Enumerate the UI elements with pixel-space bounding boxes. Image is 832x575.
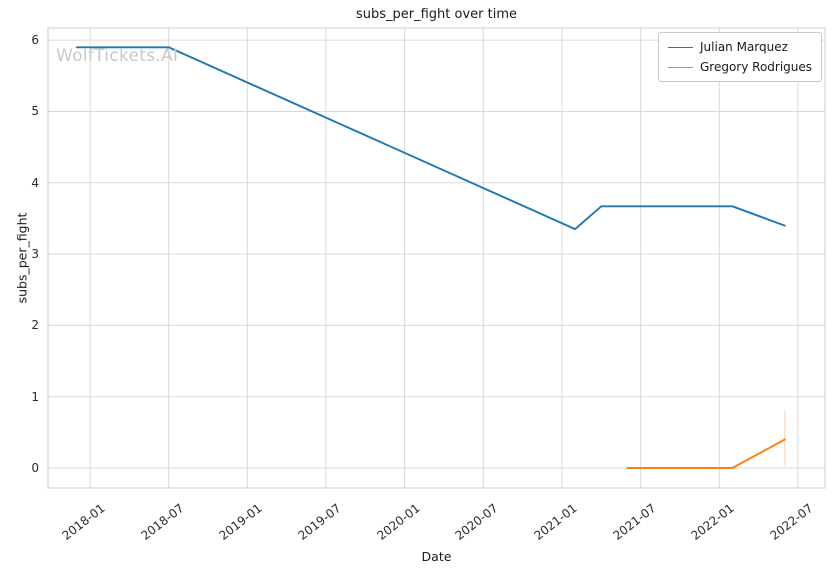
plot-border [47,27,826,489]
legend-label: Gregory Rodrigues [700,60,813,74]
watermark: WolfTickets.AI [56,46,179,66]
y-tick-label: 5 [31,104,39,119]
chart-title: subs_per_fight over time [355,7,518,22]
legend-item: Gregory Rodrigues [668,57,812,77]
legend-line-sample [668,46,693,48]
series-line-julian-marquez [75,46,786,231]
y-tick-label: 1 [31,389,39,404]
series-line-gregory-rodrigues [626,438,786,469]
legend-label: Julian Marquez [700,40,788,54]
y-tick-label: 3 [31,247,39,262]
legend: Julian Marquez Gregory Rodrigues [658,32,823,82]
y-tick-label: 0 [31,461,39,476]
y-tick-label: 2 [31,318,39,333]
legend-item: Julian Marquez [668,37,812,57]
x-axis-label: Date [421,549,452,564]
y-tick-label: 4 [31,175,39,190]
legend-line-sample [668,66,693,68]
y-tick-label: 6 [31,33,39,48]
